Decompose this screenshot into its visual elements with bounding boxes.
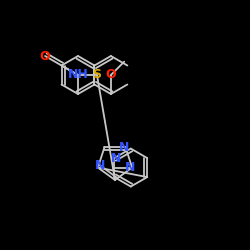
Text: N: N: [95, 159, 105, 172]
Text: N: N: [118, 141, 129, 154]
Text: O: O: [106, 68, 116, 82]
Text: N: N: [125, 161, 135, 174]
Text: S: S: [92, 68, 102, 82]
Text: NH: NH: [68, 68, 88, 82]
Text: N: N: [111, 152, 122, 164]
Text: O: O: [40, 50, 50, 62]
